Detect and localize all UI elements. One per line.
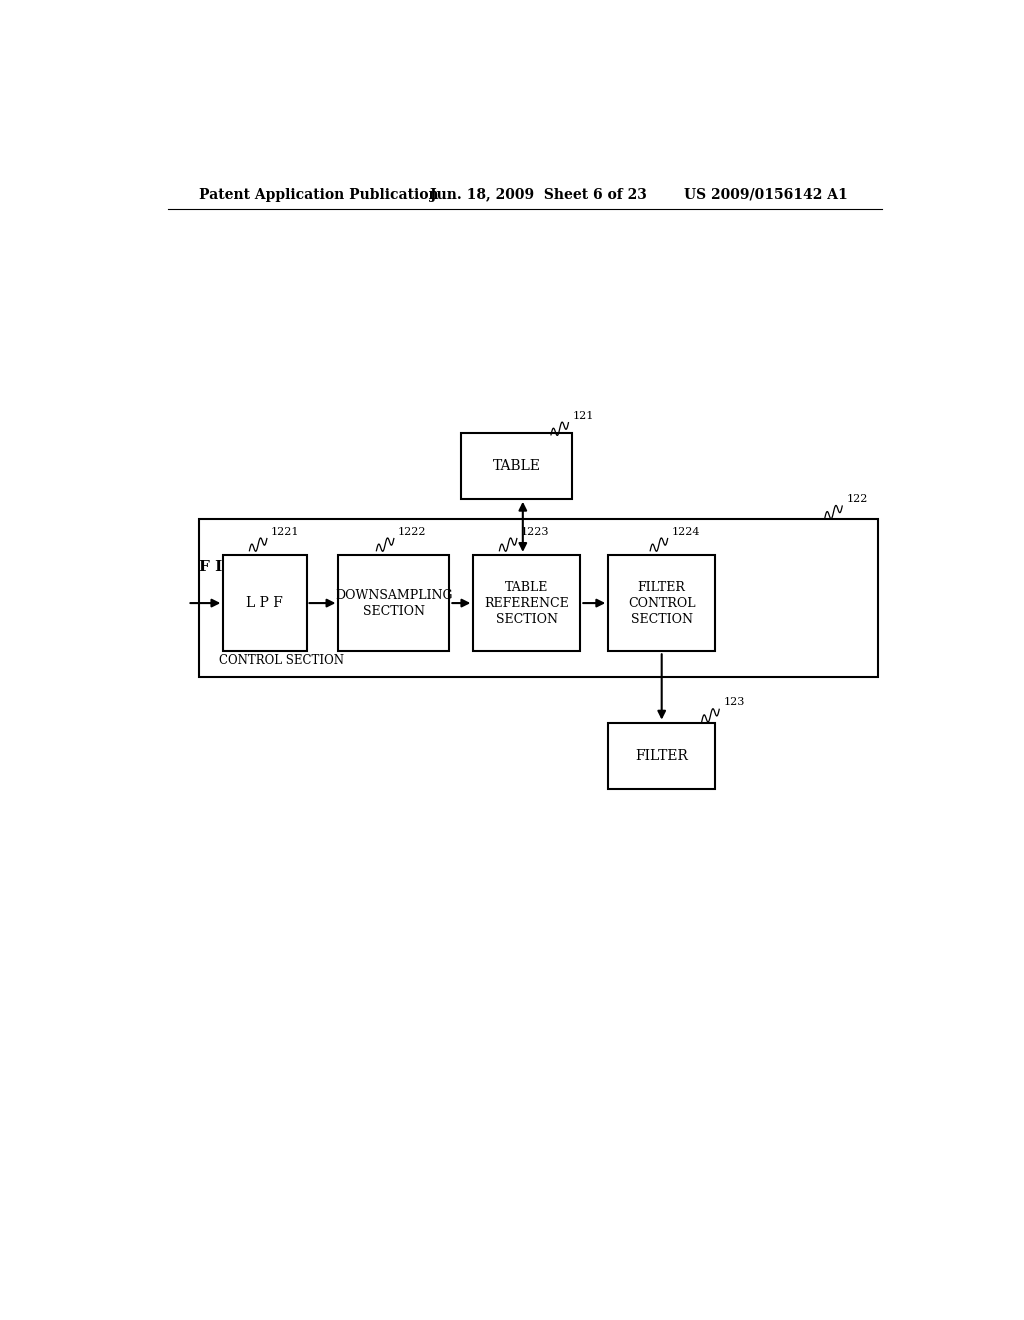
Text: CONTROL SECTION: CONTROL SECTION xyxy=(219,653,344,667)
Text: 122: 122 xyxy=(846,494,867,504)
Text: TABLE: TABLE xyxy=(493,459,541,473)
Text: FILTER
CONTROL
SECTION: FILTER CONTROL SECTION xyxy=(628,581,695,626)
Bar xyxy=(223,554,306,651)
Text: 1222: 1222 xyxy=(397,527,426,536)
Text: 1224: 1224 xyxy=(672,527,700,536)
Text: 1223: 1223 xyxy=(521,527,549,536)
Text: 121: 121 xyxy=(572,411,594,421)
Bar xyxy=(200,519,878,677)
Text: L P F: L P F xyxy=(247,597,284,610)
Text: 123: 123 xyxy=(723,697,744,708)
Text: US 2009/0156142 A1: US 2009/0156142 A1 xyxy=(684,187,847,202)
Bar xyxy=(338,554,450,651)
Text: FILTER: FILTER xyxy=(635,748,688,763)
Text: Patent Application Publication: Patent Application Publication xyxy=(200,187,439,202)
Text: F I G .  6: F I G . 6 xyxy=(200,560,272,574)
Text: TABLE
REFERENCE
SECTION: TABLE REFERENCE SECTION xyxy=(484,581,569,626)
Text: 1221: 1221 xyxy=(270,527,299,536)
Bar xyxy=(461,433,572,499)
Text: Jun. 18, 2009  Sheet 6 of 23: Jun. 18, 2009 Sheet 6 of 23 xyxy=(430,187,646,202)
Text: DOWNSAMPLING
SECTION: DOWNSAMPLING SECTION xyxy=(335,589,453,618)
Bar xyxy=(608,722,715,788)
Bar xyxy=(473,554,581,651)
Bar xyxy=(608,554,715,651)
